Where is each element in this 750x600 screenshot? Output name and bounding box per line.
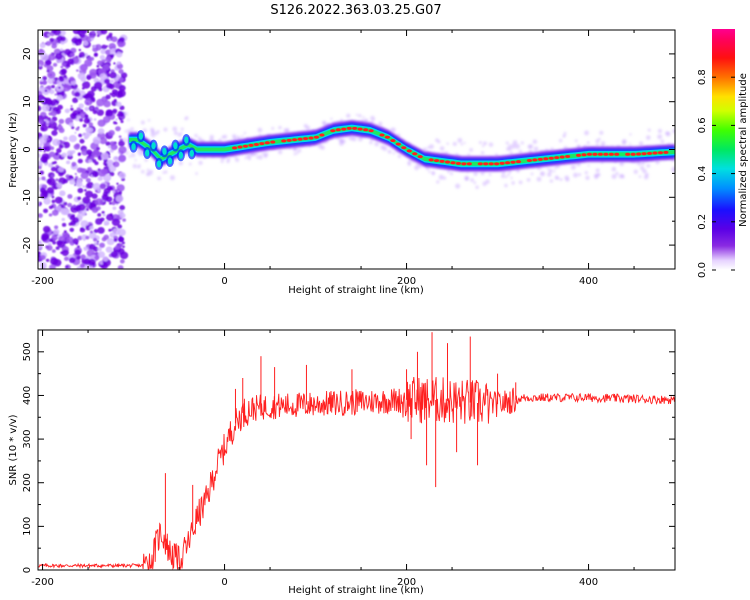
snr-y-tick-label: 500 (22, 342, 33, 361)
snr-line (38, 377, 675, 570)
colorbar: 0.0 0.2 0.4 0.6 0.8 Normalized spectral ampl… (697, 29, 749, 278)
snr-x-axis-label: Height of straight line (km) (288, 585, 424, 596)
noise-blotches (38, 30, 129, 269)
snr-y-axis-label: SNR (10 * v/v) (8, 414, 19, 485)
snr-plot-area (38, 330, 675, 570)
snr-y-tick-label: 200 (22, 473, 33, 492)
snr-y-tick-label: 300 (22, 430, 33, 449)
snr-y-tick-label: 0 (22, 567, 33, 573)
snr-frame (37, 329, 676, 571)
spectrogram-x-axis-label: Height of straight line (km) (288, 285, 424, 296)
snr-panel: -200 0 200 400 0 100 200 300 400 500 Height of st… (8, 329, 676, 596)
spectrogram-x-tick-label: -200 (31, 276, 54, 287)
colorbar-tick-label: 0.6 (697, 117, 708, 133)
colorbar-label: Normalized spectral amplitude (738, 73, 749, 227)
colorbar-ticks: 0.0 0.2 0.4 0.6 0.8 (697, 69, 735, 278)
spectrogram-y-tick-label: 0 (22, 146, 33, 152)
spectrogram-y-tick-label: -10 (22, 189, 33, 205)
colorbar-tick-label: 0.2 (697, 214, 708, 230)
ridge-green (129, 126, 675, 166)
snr-y-tick-label: 100 (22, 517, 33, 536)
ridge-core (231, 126, 669, 166)
spectrogram-y-tick-label: 10 (22, 95, 33, 108)
colorbar-tick-label: 0.8 (697, 69, 708, 85)
snr-x-tick-label: -200 (31, 577, 54, 588)
colorbar-tick-label: 0.0 (697, 262, 708, 278)
colorbar-tick-label: 0.4 (697, 166, 708, 182)
snr-content (38, 332, 675, 570)
spectrogram-x-tick-label: 400 (579, 276, 598, 287)
snr-x-tick-label: 400 (579, 577, 598, 588)
spectrogram-y-tick-label: 20 (22, 48, 33, 61)
spectrogram-panel: -200 0 200 400 -20 -10 0 10 20 Height of straigh… (8, 29, 676, 296)
snr-x-tick-label: 0 (221, 577, 227, 588)
spectrogram-ticks: -200 0 200 400 -20 -10 0 10 20 (22, 29, 675, 287)
spectrogram-y-axis-label: Frequency (Hz) (8, 112, 19, 188)
spectrogram-x-tick-label: 200 (397, 276, 416, 287)
ridge-blobs (129, 130, 196, 170)
snr-x-tick-label: 200 (397, 577, 416, 588)
snr-ticks: -200 0 200 400 0 100 200 300 400 500 (22, 329, 675, 588)
figure-title: S126.2022.363.03.25.G07 (270, 3, 441, 18)
colorbar-gradient (712, 29, 735, 270)
spectrogram-content (38, 30, 675, 269)
spectrogram-x-tick-label: 0 (221, 276, 227, 287)
spectrogram-y-tick-label: -20 (22, 237, 33, 253)
snr-y-tick-label: 400 (22, 386, 33, 405)
